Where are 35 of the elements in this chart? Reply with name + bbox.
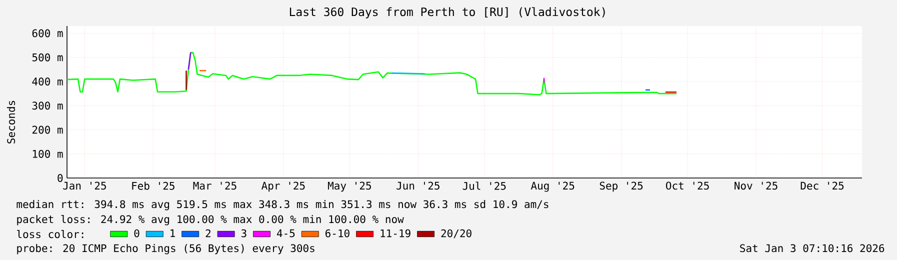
y-tick-label: 0 [58, 174, 63, 182]
legend-label: 4-5 [276, 229, 295, 238]
x-tick-label: Aug '25 [530, 182, 574, 192]
x-tick-label: Mar '25 [193, 182, 236, 190]
line-series [66, 52, 678, 96]
legend-label: 6-10 [326, 229, 350, 238]
text: packet loss: 24.92 % avg 100.00 % max 0.00 % min 100.00 % now [17, 214, 404, 226]
y-tick-label: 400 m [32, 78, 63, 86]
legend-label: 1 [170, 229, 175, 238]
y-axis-title: Seconds [6, 100, 16, 144]
text: Sat Jan 3 07:10:16 2026 [740, 244, 884, 252]
y-tick-label: 200 m [32, 126, 63, 134]
text: probe: 20 ICMP Echo Pings (56 Bytes) every 300s [17, 244, 314, 254]
y-tick-label: 300 m [32, 102, 63, 110]
x-tick-label: Feb '25 [132, 182, 174, 190]
legend-label: 20/20 [441, 229, 472, 238]
x-tick-label: Jan '25 [63, 182, 106, 190]
y-tick-label: 500 m [32, 53, 63, 62]
x-tick-label: Apr '25 [261, 182, 305, 192]
x-tick-label: Oct '25 [666, 182, 709, 190]
legend-label: 0 [134, 229, 140, 238]
x-tick-label: Jun '25 [396, 182, 440, 190]
y-tick-label: 100 m [32, 150, 63, 158]
legend-label: 11-19 [380, 229, 410, 238]
legend-title: loss color: [17, 230, 84, 238]
text: median rtt: 394.8 ms avg 519.5 ms max 348.3 ms min 351.3 ms now 36.3 ms sd 10.9 am/s [16, 200, 548, 210]
legend-label: 2 [206, 229, 210, 238]
x-tick-label: Sep '25 [600, 182, 643, 192]
x-tick-label: Nov '25 [734, 182, 778, 190]
chart-title: Last 360 Days from Perth to [RU] (Vladivostok) [290, 7, 605, 18]
y-tick-label: 600 m [32, 29, 63, 38]
legend-label: 3 [241, 229, 246, 238]
x-tick-label: May '25 [328, 182, 371, 192]
x-tick-label: Dec '25 [800, 182, 844, 190]
x-tick-label: Jul '25 [462, 182, 506, 190]
